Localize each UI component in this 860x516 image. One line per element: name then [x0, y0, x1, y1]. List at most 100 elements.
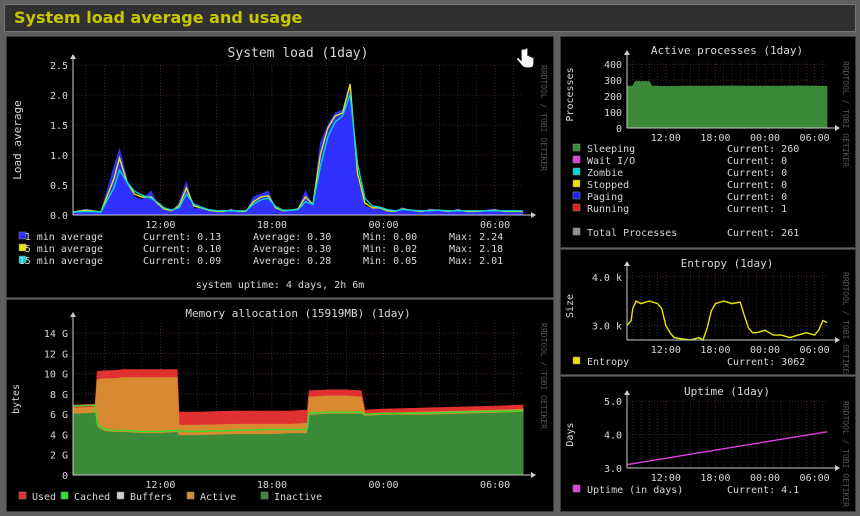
legend-swatch: [572, 179, 581, 188]
legend-label: Wait I/O: [587, 156, 635, 167]
legend-max: Max: 2.24: [449, 232, 503, 243]
legend-swatch: [18, 243, 27, 252]
legend-max: Max: 2.01: [449, 256, 503, 267]
legend-swatch: [18, 491, 27, 500]
legend-swatch: [572, 167, 581, 176]
y-axis-label: bytes: [11, 384, 22, 414]
legend-current: Current: 4.1: [727, 485, 799, 496]
series-area-0: [72, 411, 524, 476]
legend-current: Current: 0: [727, 168, 787, 179]
series-line-2: [72, 94, 523, 213]
y-tick-label: 2.5: [50, 61, 68, 72]
x-tick-label: 00:00: [750, 473, 780, 484]
x-tick-label: 18:00: [700, 473, 730, 484]
legend-label: 5 min average: [25, 244, 103, 255]
x-tick-label: 18:00: [700, 345, 730, 356]
processes-chart: Active processes (1day) Processes RRDTOOL …: [565, 44, 850, 239]
x-axis-arrow-icon: [531, 212, 536, 218]
x-tick-label: 06:00: [480, 220, 510, 231]
y-tick-label: 400: [604, 60, 622, 71]
y-tick-label: 12 G: [44, 349, 68, 360]
y-tick-label: 4.0 k: [592, 273, 622, 284]
legend-current: Current: 1: [727, 204, 787, 215]
legend-swatch: [572, 191, 581, 200]
legend-label: Used: [32, 492, 56, 503]
page-title-bar: System load average and usage: [4, 4, 856, 32]
y-axis-arrow-icon: [624, 390, 630, 395]
y-tick-label: 0.5: [50, 181, 68, 192]
y-tick-label: 6 G: [50, 410, 68, 421]
legend-swatch: [572, 356, 581, 365]
x-tick-label: 18:00: [257, 220, 287, 231]
x-tick-label: 00:00: [368, 480, 398, 491]
legend-average: Average: 0.30: [253, 244, 331, 255]
legend-current: Current: 260: [727, 144, 799, 155]
y-tick-label: 14 G: [44, 329, 68, 340]
y-axis-label: Size: [565, 294, 576, 318]
x-tick-label: 06:00: [800, 345, 830, 356]
legend-current: Current: 3062: [727, 357, 805, 368]
legend-label: Total Processes: [587, 228, 677, 239]
memory-panel: Memory allocation (15919MB) (1day) bytes R…: [6, 299, 554, 512]
y-tick-label: 1.5: [50, 121, 68, 132]
x-tick-label: 12:00: [145, 480, 175, 491]
uptime-panel: Uptime (1day) Days RRDTOOL / TOBI OETIKER 3…: [560, 376, 856, 512]
legend-min: Min: 0.00: [363, 232, 417, 243]
uptime-chart: Uptime (1day) Days RRDTOOL / TOBI OETIKER 3…: [565, 385, 850, 507]
legend-label: Paging: [587, 192, 623, 203]
legend-swatch: [18, 255, 27, 264]
hand-cursor-icon: [515, 47, 535, 69]
legend-label: Cached: [74, 492, 110, 503]
legend-label: Inactive: [274, 492, 322, 503]
y-tick-label: 100: [604, 108, 622, 119]
legend-swatch: [116, 491, 125, 500]
series-area-0: [626, 80, 828, 129]
processes-panel: Active processes (1day) Processes RRDTOOL …: [560, 36, 856, 248]
legend-current: Current: 0: [727, 180, 787, 191]
entropy-chart: Entropy (1day) Size RRDTOOL / TOBI OETIKER…: [565, 257, 850, 374]
y-axis-arrow-icon: [624, 261, 630, 266]
y-tick-label: 8 G: [50, 390, 68, 401]
uptime-footer: system uptime: 4 days, 2h 6m: [196, 280, 365, 291]
y-tick-label: 10 G: [44, 370, 68, 381]
rrdtool-watermark: RRDTOOL / TOBI OETIKER: [539, 65, 548, 171]
chart-title: System load (1day): [228, 46, 369, 61]
legend-max: Max: 2.18: [449, 244, 503, 255]
legend-label: Stopped: [587, 180, 629, 191]
legend-current: Current: 0.09: [143, 256, 221, 267]
legend-swatch: [260, 491, 269, 500]
load-panel: System load (1day) Load average RRDTOOL / …: [6, 36, 554, 298]
y-axis-label: Days: [565, 422, 576, 446]
legend-label: Entropy: [587, 357, 629, 368]
y-axis-label: Load average: [11, 100, 24, 179]
legend-label: Running: [587, 204, 629, 215]
legend-label: Uptime (in days): [587, 485, 683, 496]
legend-current: Current: 0: [727, 156, 787, 167]
legend-label: 1 min average: [25, 232, 103, 243]
y-axis-label: Processes: [565, 67, 576, 121]
rrdtool-watermark: RRDTOOL / TOBI OETIKER: [841, 401, 850, 507]
y-tick-label: 5.0: [604, 397, 622, 408]
legend-swatch: [18, 231, 27, 240]
legend-swatch: [572, 484, 581, 493]
y-tick-label: 2.0: [50, 91, 68, 102]
x-tick-label: 12:00: [145, 220, 175, 231]
x-tick-label: 06:00: [800, 133, 830, 144]
legend-label: Buffers: [130, 492, 172, 503]
x-axis-arrow-icon: [531, 472, 536, 478]
y-tick-label: 1.0: [50, 151, 68, 162]
x-tick-label: 00:00: [750, 133, 780, 144]
y-tick-label: 200: [604, 92, 622, 103]
legend-swatch: [572, 155, 581, 164]
series-line-3: [72, 404, 523, 433]
legend-current: Current: 0.10: [143, 244, 221, 255]
legend-label: Active: [200, 492, 236, 503]
legend-min: Min: 0.05: [363, 256, 417, 267]
legend-swatch: [572, 227, 581, 236]
rrdtool-watermark: RRDTOOL / TOBI OETIKER: [841, 61, 850, 167]
y-tick-label: 300: [604, 76, 622, 87]
x-tick-label: 00:00: [750, 345, 780, 356]
legend-swatch: [186, 491, 195, 500]
y-tick-label: 0.0: [50, 211, 68, 222]
x-axis-arrow-icon: [835, 337, 840, 343]
